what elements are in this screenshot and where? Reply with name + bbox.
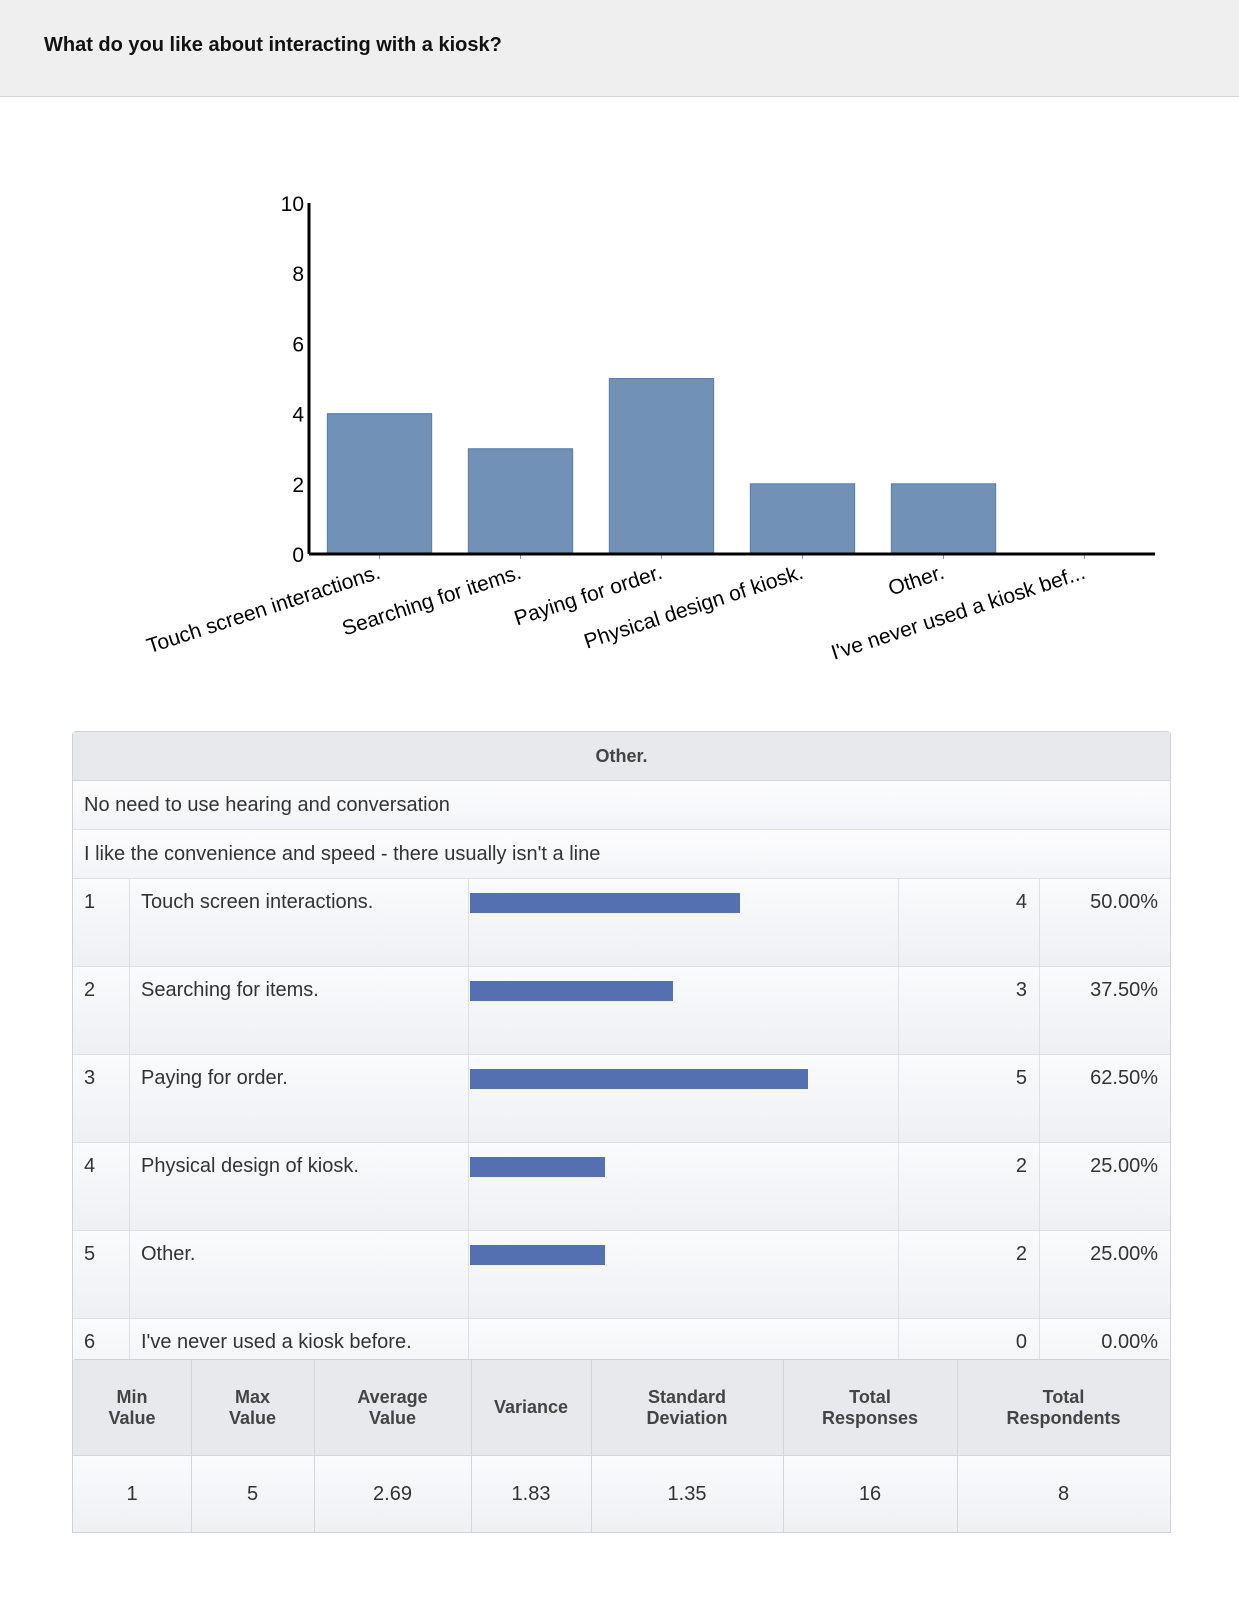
stat-average-value: 2.69 [373,1482,412,1505]
answer-bar [470,981,673,1001]
answer-percent: 25.00% [1090,1243,1158,1265]
other-text-response: I like the convenience and speed - there… [73,830,1170,879]
answer-number: 1 [84,891,96,913]
stat-header-total-responses: Total Responses [821,1386,919,1428]
chart-bar [467,448,574,555]
answer-number: 4 [84,1155,96,1177]
answer-row: 3 Paying for order. 5 62.50% [73,1055,1170,1143]
stat-variance: 1.83 [511,1482,551,1505]
stat-header-std-dev: Standard Deviation [646,1386,728,1428]
x-category-label: Touch screen interactions. [144,561,383,658]
answer-count: 2 [1015,1155,1027,1177]
answer-row: 4 Physical design of kiosk. 2 25.00% [73,1143,1170,1231]
y-tick-label: 2 [292,474,304,497]
chart-bar [608,378,715,555]
other-text-response: No need to use hearing and conversation [73,781,1170,830]
statistics-table: Min Value Max Value Average Value Varian… [72,1359,1171,1533]
question-header: What do you like about interacting with … [0,0,1239,97]
stat-header-variance: Variance [493,1397,569,1417]
answer-percent: 37.50% [1090,979,1158,1001]
answer-row: 5 Other. 2 25.00% [73,1231,1170,1319]
answer-label: Other. [141,1243,196,1265]
x-category-label: I've never used a kiosk bef... [828,561,1088,665]
statistics-header-row: Min Value Max Value Average Value Varian… [73,1360,1170,1456]
answer-label: Searching for items. [141,979,319,1001]
answer-count: 3 [1015,979,1027,1001]
answer-count: 5 [1015,1067,1027,1089]
answer-percent: 0.00% [1101,1331,1158,1353]
x-category-label: Other. [886,561,948,601]
question-title: What do you like about interacting with … [44,34,502,56]
answer-number: 5 [84,1243,96,1265]
answer-label: Touch screen interactions. [141,891,374,913]
stat-max-value: 5 [246,1482,259,1505]
stat-total-responses: 16 [858,1482,882,1505]
answer-label: Physical design of kiosk. [141,1155,359,1177]
stat-header-average: Average Value [357,1386,428,1428]
answer-percent: 50.00% [1090,891,1158,913]
y-tick-label: 10 [281,193,304,216]
stat-header-total-respondents: Total Respondents [1006,1386,1121,1428]
answer-number: 3 [84,1067,96,1089]
answer-bar [470,1245,605,1265]
answer-number: 6 [84,1331,96,1353]
chart-bar [749,483,856,555]
chart-bar [326,413,433,555]
answer-label: Paying for order. [141,1067,288,1089]
answer-percent: 25.00% [1090,1155,1158,1177]
answer-row: 2 Searching for items. 3 37.50% [73,967,1170,1055]
answer-label: I've never used a kiosk before. [141,1331,412,1353]
answer-percent: 62.50% [1090,1067,1158,1089]
answer-number: 2 [84,979,96,1001]
y-tick-label: 6 [292,333,304,356]
stat-std-deviation: 1.35 [667,1482,707,1505]
answer-count: 4 [1015,891,1027,913]
stat-header-max: Max Value [228,1386,277,1428]
stat-header-min: Min Value [108,1386,156,1428]
answer-bar [470,893,740,913]
y-tick-label: 4 [292,404,304,427]
responses-table: Other. No need to use hearing and conver… [72,731,1171,1408]
answer-count: 2 [1015,1243,1027,1265]
y-tick-label: 0 [292,544,304,567]
y-tick-label: 8 [292,263,304,286]
chart-bar [890,483,997,555]
answer-count: 0 [1015,1331,1027,1353]
answer-bar [470,1069,808,1089]
stat-total-respondents: 8 [1057,1482,1070,1505]
statistics-values-row: 1 5 2.69 1.83 1.35 16 8 [73,1456,1170,1532]
other-text-header: Other. [73,732,1170,781]
answer-bar [470,1157,605,1177]
answer-row: 1 Touch screen interactions. 4 50.00% [73,879,1170,967]
stat-min-value: 1 [126,1482,138,1505]
